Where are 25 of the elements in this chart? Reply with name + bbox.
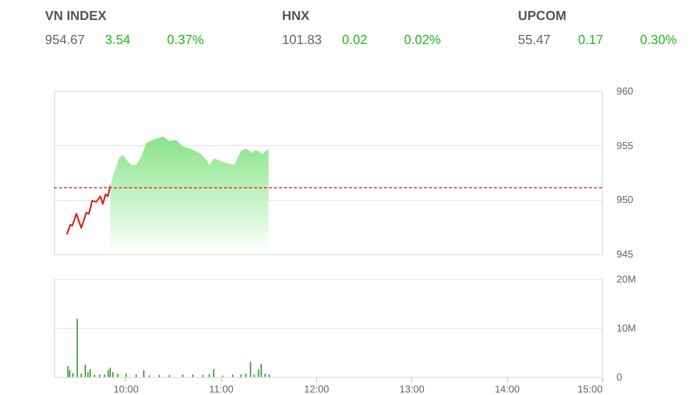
x-tick-label: 15:00 (577, 384, 603, 395)
text: 0.37% (167, 32, 204, 47)
y-tick-label: 950 (616, 195, 634, 206)
x-tick-label: 12:00 (304, 384, 330, 395)
text: 55.47 (518, 32, 551, 47)
text: 101.83 (282, 32, 322, 47)
text: 3.54 (105, 32, 130, 47)
text: 0.17 (578, 32, 604, 47)
text: HNX (282, 8, 310, 23)
text: 0.02% (404, 32, 442, 47)
y-tick-label: 945 (616, 250, 634, 260)
y-tick-label: 10M (616, 324, 636, 334)
y-tick-label: 20M (616, 274, 636, 286)
x-tick-label: 10:00 (113, 384, 139, 395)
text: 954.67 (45, 32, 85, 47)
x-tick-label: 14:00 (494, 384, 520, 395)
x-tick-label: 13:00 (399, 384, 425, 395)
text: VN INDEX (45, 8, 107, 23)
text: UPCOM (518, 8, 566, 23)
text: 0.30% (640, 32, 678, 47)
y-tick-label: 960 (616, 86, 634, 98)
x-tick-label: 11:00 (209, 384, 234, 395)
y-tick-label: 0 (616, 372, 623, 384)
y-tick-label: 955 (616, 140, 634, 152)
text: 0.02 (342, 32, 368, 47)
